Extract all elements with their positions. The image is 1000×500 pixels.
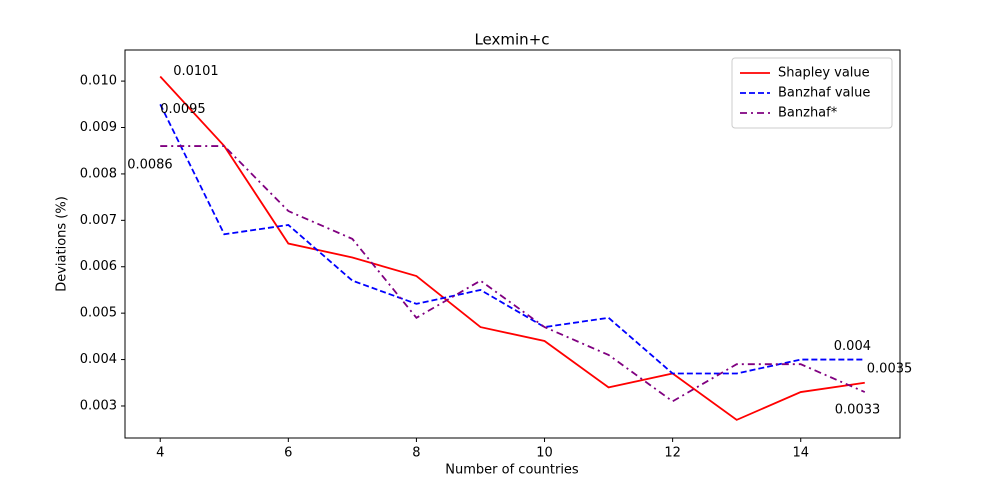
plot-frame <box>124 49 901 439</box>
y-tick-label: 0.003 <box>80 398 117 413</box>
data-label: 0.0035 <box>867 361 913 376</box>
data-label: 0.0101 <box>173 64 219 79</box>
y-tick-label: 0.004 <box>80 352 117 367</box>
y-tick-label: 0.009 <box>80 120 117 135</box>
y-tick-label: 0.010 <box>80 74 117 89</box>
x-tick-label: 8 <box>412 446 420 461</box>
legend-label: Banzhaf* <box>778 106 838 121</box>
x-tick-label: 6 <box>284 446 292 461</box>
y-tick-label: 0.006 <box>80 259 117 274</box>
legend-box <box>731 57 893 129</box>
data-label: 0.004 <box>834 339 871 354</box>
y-tick-label: 0.008 <box>80 166 117 181</box>
line-series <box>159 103 865 375</box>
legend-label: Banzhaf value <box>778 86 870 101</box>
data-label: 0.0086 <box>127 158 172 173</box>
x-axis-label: Number of countries <box>445 463 579 478</box>
x-tick-label: 12 <box>664 446 681 461</box>
y-axis-label: Deviations (%) <box>55 196 70 292</box>
data-label: 0.0095 <box>160 102 206 117</box>
x-tick-label: 4 <box>156 446 164 461</box>
x-tick-label: 10 <box>536 446 553 461</box>
x-tick-label: 14 <box>792 446 809 461</box>
line-series <box>160 145 866 403</box>
chart-title: Lexmin+c <box>474 31 549 49</box>
legend-label: Shapley value <box>778 66 870 81</box>
y-tick-label: 0.007 <box>80 213 117 228</box>
data-label: 0.0033 <box>835 403 881 418</box>
y-tick-label: 0.005 <box>80 306 117 321</box>
